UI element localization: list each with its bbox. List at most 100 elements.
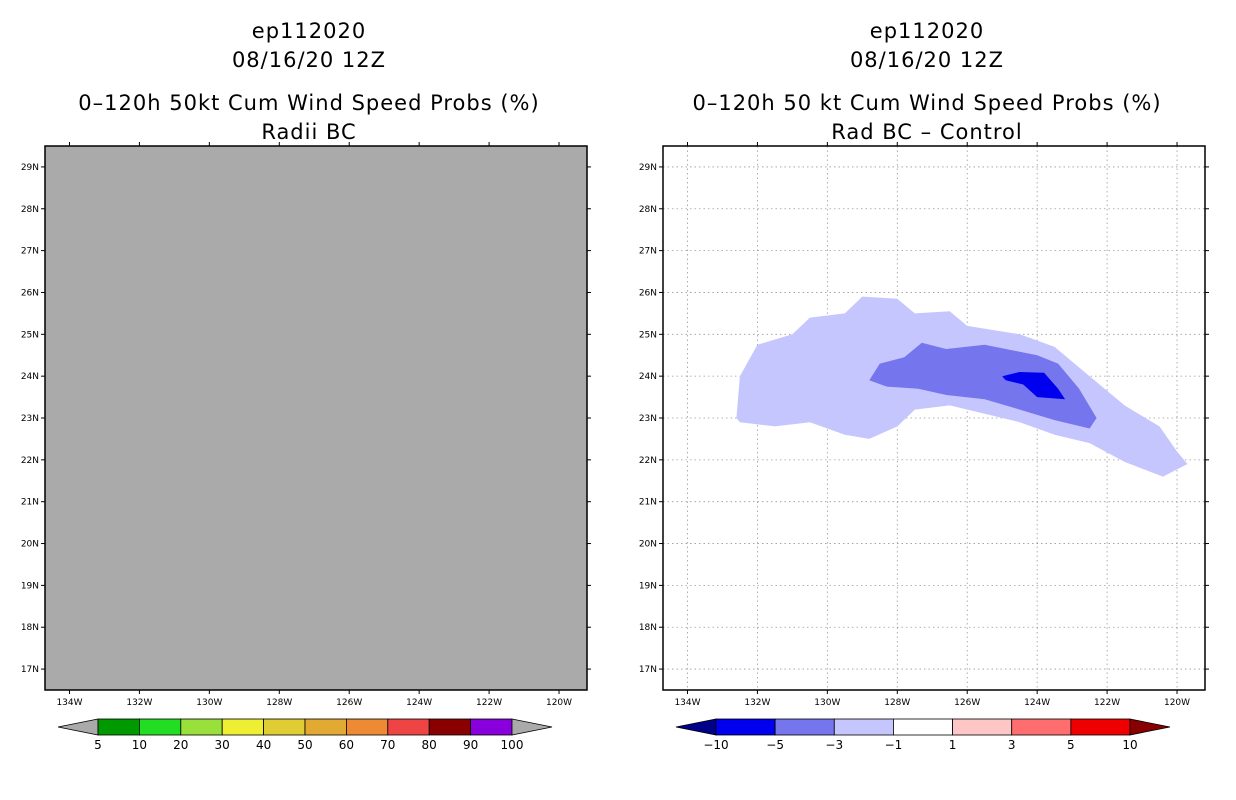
colorbar-box [138,718,182,736]
colorbar-box [345,718,389,736]
lat-tick-label: 27N [21,247,39,257]
colorbar-box [97,718,140,736]
lat-tick-label: 18N [21,623,39,633]
right-title-line-1: ep112020 [870,19,984,43]
lat-tick-label: 17N [639,665,657,675]
lat-tick-label: 21N [639,498,657,508]
right-gridlines [663,146,1205,690]
colorbar-box [833,718,894,736]
lat-tick-label: 25N [639,330,657,340]
lon-tick-label: 122W [1094,698,1120,708]
lat-tick-label: 23N [639,414,657,424]
left-axis-ticks: 134W 132W 130W 128W 126W 124W 122W 120W 29N 28N 27… [21,142,591,708]
lon-tick-label: 120W [546,698,572,708]
lat-tick-label: 25N [21,330,39,340]
colorbar-label: 80 [422,738,437,752]
colorbar-label: 90 [463,738,478,752]
lat-tick-label: 20N [21,540,39,550]
lat-tick-label: 23N [21,414,39,424]
colorbar-box [180,718,223,736]
lon-tick-label: 132W [744,698,770,708]
lat-tick-label: 18N [639,623,657,633]
colorbar-box [715,718,776,736]
colorbar-box [893,718,953,736]
contour--10-to--5 [1002,372,1066,400]
lon-tick-label: 122W [476,698,502,708]
left-title-line-2: 08/16/20 12Z [232,48,386,72]
lon-tick-label: 124W [406,698,432,708]
colorbar-box [1070,718,1131,736]
colorbar-box [952,718,1013,736]
colorbar-label: 5 [1067,738,1075,752]
left-panel: ep112020 08/16/20 12Z 0–120h 50kt Cum Wi… [21,19,591,752]
colorbar-label: −3 [825,738,843,752]
right-title-line-4: Rad BC – Control [831,120,1022,144]
right-colorbar: −10 −5 −3 −1 1 3 5 10 [675,718,1171,752]
lon-tick-label: 130W [196,698,222,708]
colorbar-label: 40 [256,738,271,752]
lat-tick-label: 26N [21,288,39,298]
colorbar-box [387,718,430,736]
lat-tick-label: 19N [639,581,657,591]
colorbar-left-arrow [675,718,717,736]
lat-tick-label: 28N [21,205,39,215]
lat-tick-label: 29N [639,163,657,173]
lon-tick-label: 134W [674,698,700,708]
colorbar-label: 50 [297,738,312,752]
lat-tick-label: 17N [21,665,39,675]
right-panel: ep112020 08/16/20 12Z 0–120h 50 kt Cum W… [639,19,1209,752]
colorbar-label: −5 [766,738,784,752]
lat-tick-label: 20N [639,540,657,550]
colorbar-label: 3 [1008,738,1016,752]
lat-tick-label: 24N [639,372,657,382]
right-contours [736,296,1188,477]
right-title-line-2: 08/16/20 12Z [850,48,1004,72]
lat-tick-label: 22N [21,456,39,466]
contour--5-to--3 [869,342,1097,429]
left-map-area [44,145,588,691]
lat-tick-label: 22N [639,456,657,466]
colorbar-label: 10 [1122,738,1137,752]
left-title-line-4: Radii BC [261,120,356,144]
left-title-line-3: 0–120h 50kt Cum Wind Speed Probs (%) [78,91,539,115]
lon-tick-label: 128W [884,698,910,708]
colorbar-label: 10 [132,738,147,752]
colorbar-label: 70 [380,738,395,752]
colorbar-label: 60 [339,738,354,752]
lon-tick-label: 124W [1024,698,1050,708]
lon-tick-label: 130W [814,698,840,708]
left-colorbar: 5 10 20 30 40 50 60 70 80 90 100 [57,718,553,752]
colorbar-box [774,718,835,736]
colorbar-box [304,718,347,736]
lon-tick-label: 126W [336,698,362,708]
colorbar-label: 30 [215,738,230,752]
colorbar-right-arrow [511,718,553,736]
right-title-line-3: 0–120h 50 kt Cum Wind Speed Probs (%) [692,91,1161,115]
lon-tick-label: 128W [266,698,292,708]
colorbar-label: 1 [949,738,957,752]
colorbar-left-arrow [57,718,99,736]
lat-tick-label: 28N [639,205,657,215]
colorbar-label: 100 [501,738,524,752]
lon-tick-label: 126W [954,698,980,708]
colorbar-label: −1 [885,738,903,752]
lon-tick-label: 120W [1164,698,1190,708]
colorbar-box [470,718,513,736]
colorbar-box [428,718,472,736]
colorbar-label: −10 [703,738,728,752]
lat-tick-label: 26N [639,288,657,298]
colorbar-box [263,718,306,736]
colorbar-label: 5 [94,738,102,752]
lon-tick-label: 134W [56,698,82,708]
lon-tick-label: 132W [126,698,152,708]
colorbar-box [1011,718,1072,736]
colorbar-right-arrow [1129,718,1171,736]
lat-tick-label: 29N [21,163,39,173]
lat-tick-label: 19N [21,581,39,591]
lat-tick-label: 27N [639,247,657,257]
left-title-line-1: ep112020 [252,19,366,43]
lat-tick-label: 24N [21,372,39,382]
colorbar-label: 20 [173,738,188,752]
right-axis-ticks: 134W 132W 130W 128W 126W 124W 122W 120W 29N 28N 27… [639,142,1209,708]
